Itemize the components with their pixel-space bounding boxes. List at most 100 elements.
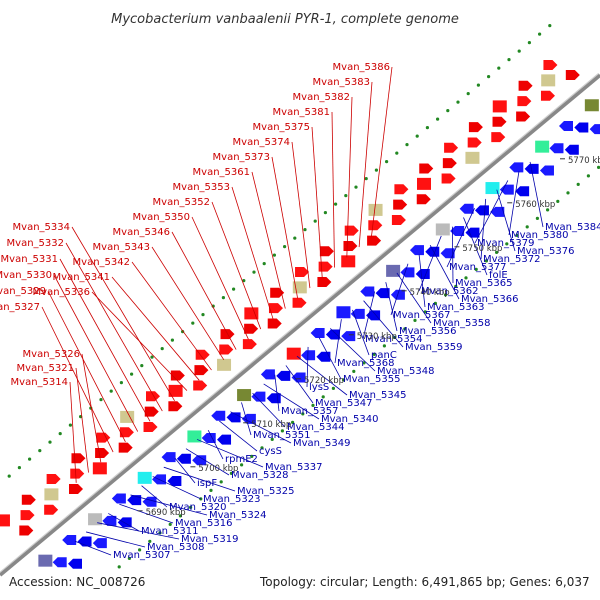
label-leader-bottom xyxy=(163,466,236,492)
feature-box xyxy=(435,223,450,236)
label-leader-top xyxy=(231,186,274,319)
label-leader-top xyxy=(371,66,393,237)
gene-label-bottom: Mvan_5345 xyxy=(349,390,406,401)
gene-forward-arrow xyxy=(69,484,83,495)
dotted-track-outer-dot xyxy=(517,49,521,53)
feature-box xyxy=(88,513,103,526)
label-leader-top xyxy=(65,242,163,412)
feature-box xyxy=(217,358,232,371)
gene-label-bottom: Mvan_5319 xyxy=(181,534,238,545)
gene-forward-arrow xyxy=(242,339,257,350)
gene-label-bottom: Mvan_5340 xyxy=(321,414,378,425)
gene-reverse-arrow xyxy=(68,558,82,569)
scale-tick-label: 5740 kbp xyxy=(410,288,450,298)
dotted-track-inner-dot xyxy=(372,352,376,356)
gene-reverse-arrow xyxy=(341,331,356,342)
dotted-track-inner-dot xyxy=(168,522,172,527)
gene-forward-arrow xyxy=(44,504,59,515)
scale-tick-label: 5690 kbp xyxy=(146,508,186,518)
dotted-track-inner-dot xyxy=(301,412,305,416)
gene-reverse-arrow xyxy=(176,453,191,464)
dotted-track-outer-dot xyxy=(405,143,409,147)
gene-reverse-arrow xyxy=(52,557,67,568)
gene-label-bottom: Mvan_5358 xyxy=(433,318,490,329)
dotted-track-inner-dot xyxy=(270,437,274,441)
dotted-track-inner-dot xyxy=(444,293,448,297)
dotted-track-outer-dot xyxy=(395,151,399,155)
gene-reverse-arrow xyxy=(142,496,157,507)
feature-box xyxy=(417,177,431,190)
label-leader-top xyxy=(331,111,335,268)
gene-reverse-arrow xyxy=(474,205,489,216)
gene-forward-arrow xyxy=(267,318,282,329)
feature-box xyxy=(44,488,59,501)
gene-label-top: Mvan_5341 xyxy=(53,272,110,283)
gene-label-top: Mvan_5327 xyxy=(0,302,40,313)
dotted-track-outer-dot xyxy=(303,228,307,232)
gene-label-bottom: Mvan_5380 xyxy=(511,230,568,241)
gene-reverse-arrow xyxy=(92,538,107,549)
dotted-track-outer-dot xyxy=(140,364,144,368)
gene-reverse-arrow xyxy=(509,162,524,173)
feature-box xyxy=(168,384,183,397)
gene-forward-arrow xyxy=(21,494,36,505)
feature-box xyxy=(336,306,351,319)
feature-box xyxy=(38,554,53,567)
dotted-track-inner-dot xyxy=(505,242,509,246)
dotted-track-outer-dot xyxy=(48,440,52,444)
label-leader-bottom xyxy=(174,457,196,484)
gene-forward-arrow xyxy=(368,220,383,231)
gene-label-top: Mvan_5343 xyxy=(93,242,150,253)
gene-label-top: Mvan_5374 xyxy=(233,137,290,148)
gene-reverse-arrow xyxy=(559,120,573,131)
gene-reverse-arrow xyxy=(201,433,216,444)
gene-reverse-arrow xyxy=(350,308,365,319)
label-leader-bottom xyxy=(508,171,520,236)
label-leader-top xyxy=(53,274,139,432)
feature-box xyxy=(386,264,401,277)
gene-label-top: Mvan_5321 xyxy=(17,363,74,374)
dotted-track-inner-dot xyxy=(525,225,529,229)
label-leader-bottom xyxy=(196,439,264,468)
label-leader-top xyxy=(47,290,126,442)
gene-reverse-arrow xyxy=(415,269,430,279)
label-leader-bottom xyxy=(390,263,409,316)
gene-label-bottom: Mvan_5347 xyxy=(315,398,372,409)
gene-reverse-arrow xyxy=(360,286,375,297)
gene-label-bottom: panC xyxy=(371,350,397,361)
gene-label-bottom: Mvan_5320 xyxy=(169,502,226,513)
dotted-track-inner-dot xyxy=(342,378,346,382)
gene-label-top: Mvan_5334 xyxy=(13,222,70,233)
feature-box xyxy=(492,100,507,113)
label-leader-bottom xyxy=(446,208,475,268)
gene-forward-arrow xyxy=(367,235,382,246)
label-leader-bottom xyxy=(463,217,488,276)
gene-forward-arrow xyxy=(143,421,158,432)
dotted-track-outer-dot xyxy=(538,32,542,36)
dotted-track-outer-dot xyxy=(17,466,21,470)
dotted-track-outer-dot xyxy=(130,372,134,376)
label-leader-bottom xyxy=(230,411,292,444)
gene-label-bottom: Mvan_5348 xyxy=(377,366,434,377)
label-leader-top xyxy=(59,258,151,422)
feature-box xyxy=(584,99,599,112)
genes xyxy=(0,60,600,569)
gene-reverse-arrow xyxy=(260,369,275,380)
gene-reverse-arrow xyxy=(266,393,281,404)
gene-reverse-arrow xyxy=(490,206,505,217)
gene-forward-arrow xyxy=(193,380,208,391)
feature-box xyxy=(137,471,152,484)
dotted-track-inner-dot xyxy=(178,514,182,518)
gene-label-top: Mvan_5382 xyxy=(293,92,350,103)
label-leader-bottom xyxy=(207,430,224,460)
label-leader-bottom xyxy=(74,540,112,556)
gene-label-top: Mvan_5373 xyxy=(213,152,270,163)
label-leader-bottom xyxy=(330,328,376,372)
dotted-track-outer-dot xyxy=(344,194,348,198)
feature-box xyxy=(0,514,10,527)
gene-forward-arrow xyxy=(71,453,86,464)
gene-label-top: Mvan_5326 xyxy=(23,349,80,360)
label-leader-bottom xyxy=(285,365,314,404)
label-leader-top xyxy=(69,381,77,483)
gene-forward-arrow xyxy=(319,246,334,257)
